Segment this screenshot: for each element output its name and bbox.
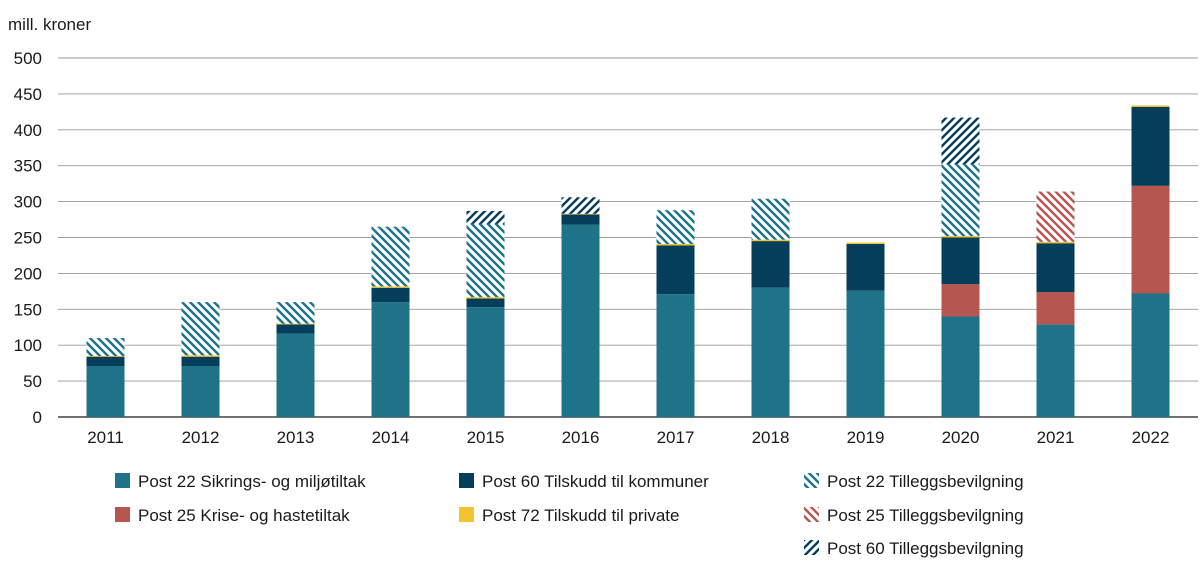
bar-segment (1131, 293, 1170, 417)
bar-segment (561, 197, 600, 214)
y-tick-label: 300 (14, 193, 42, 212)
y-tick-label: 50 (23, 372, 42, 391)
legend-swatch (459, 473, 474, 488)
y-tick-label: 350 (14, 157, 42, 176)
y-tick-label: 200 (14, 264, 42, 283)
bar-segment (751, 198, 790, 240)
legend-swatch (804, 540, 819, 555)
bar-segment (466, 223, 505, 298)
legend-label: Post 25 Tilleggsbevilgning (827, 506, 1024, 525)
x-tick-label: 2022 (1132, 428, 1170, 447)
legend-swatch (459, 507, 474, 522)
bar-segment (466, 210, 505, 224)
bar-segment (656, 243, 695, 246)
bars (86, 105, 1170, 417)
bar-segment (466, 297, 505, 299)
x-tick-label: 2011 (87, 428, 124, 447)
y-axis-title: mill. kroner (8, 15, 91, 34)
x-axis-ticks: 2011 2012 2013 2014 2015 2016 2017 2018 2019 2020… (87, 428, 1169, 447)
x-tick-label: 2014 (372, 428, 410, 447)
bar-segment (86, 355, 125, 357)
bar-segment (1036, 292, 1075, 325)
bar-segment (1131, 185, 1170, 294)
y-tick-label: 500 (14, 49, 42, 68)
bar-segment (181, 366, 220, 417)
bar-segment (1036, 241, 1075, 244)
bar-segment (751, 239, 790, 242)
bar-segment (561, 214, 600, 225)
bar-segment (276, 302, 315, 324)
bar-segment (371, 226, 410, 287)
legend-swatch (804, 473, 819, 488)
bar-segment (846, 242, 885, 244)
bar-segment (181, 356, 220, 367)
bar-segment (86, 356, 125, 367)
bar-segment (941, 237, 980, 285)
bar-segment (656, 294, 695, 417)
y-tick-label: 0 (33, 408, 42, 427)
legend-swatch (115, 507, 130, 522)
x-tick-label: 2019 (847, 428, 885, 447)
bar-segment (1036, 243, 1075, 293)
y-tick-label: 250 (14, 229, 42, 248)
bar-segment (1131, 106, 1170, 186)
bar-segment (751, 241, 790, 288)
x-tick-label: 2013 (277, 428, 315, 447)
bar-segment (1036, 191, 1075, 242)
legend-label: Post 60 Tilskudd til kommuner (482, 472, 709, 491)
bar-segment (181, 302, 220, 356)
bar-segment (846, 243, 885, 291)
legend-label: Post 25 Krise- og hastetiltak (138, 506, 350, 525)
bar-segment (276, 323, 315, 325)
bar-segment (656, 210, 695, 244)
bar-segment (846, 290, 885, 417)
legend-label: Post 22 Tilleggsbevilgning (827, 472, 1024, 491)
y-tick-label: 150 (14, 300, 42, 319)
bar-segment (86, 338, 125, 356)
legend-label: Post 72 Tilskudd til private (482, 506, 679, 525)
bar-segment (181, 355, 220, 357)
bar-segment (276, 333, 315, 417)
bar-segment (371, 302, 410, 417)
bar-segment (1131, 105, 1170, 107)
x-tick-label: 2017 (657, 428, 695, 447)
bar-segment (561, 224, 600, 417)
bar-segment (656, 245, 695, 295)
bar-segment (1036, 324, 1075, 417)
bar-segment (941, 284, 980, 317)
bar-segment (941, 117, 980, 165)
legend-label: Post 22 Sikrings- og miljøtiltak (138, 472, 366, 491)
legend: Post 22 Sikrings- og miljøtiltak Post 60 … (115, 472, 1024, 558)
x-tick-label: 2018 (752, 428, 790, 447)
bar-segment (941, 316, 980, 417)
y-tick-label: 450 (14, 85, 42, 104)
x-tick-label: 2021 (1037, 428, 1075, 447)
bar-segment (561, 213, 600, 215)
x-tick-label: 2012 (182, 428, 220, 447)
y-axis-ticks: 0 50 100 150 200 250 300 350 400 450 500 (14, 49, 42, 427)
gridlines (58, 57, 1198, 418)
bar-segment (941, 164, 980, 237)
y-tick-label: 100 (14, 336, 42, 355)
x-tick-label: 2015 (467, 428, 505, 447)
x-tick-label: 2016 (562, 428, 600, 447)
bar-segment (371, 287, 410, 303)
bar-segment (86, 366, 125, 417)
bar-segment (276, 324, 315, 334)
bar-segment (941, 236, 980, 238)
bar-segment (371, 286, 410, 288)
bar-segment (466, 298, 505, 308)
legend-label: Post 60 Tilleggsbevilgning (827, 539, 1024, 558)
bar-segment (466, 307, 505, 417)
y-tick-label: 400 (14, 121, 42, 140)
bar-segment (751, 287, 790, 417)
x-tick-label: 2020 (942, 428, 980, 447)
legend-swatch (804, 507, 819, 522)
legend-swatch (115, 473, 130, 488)
